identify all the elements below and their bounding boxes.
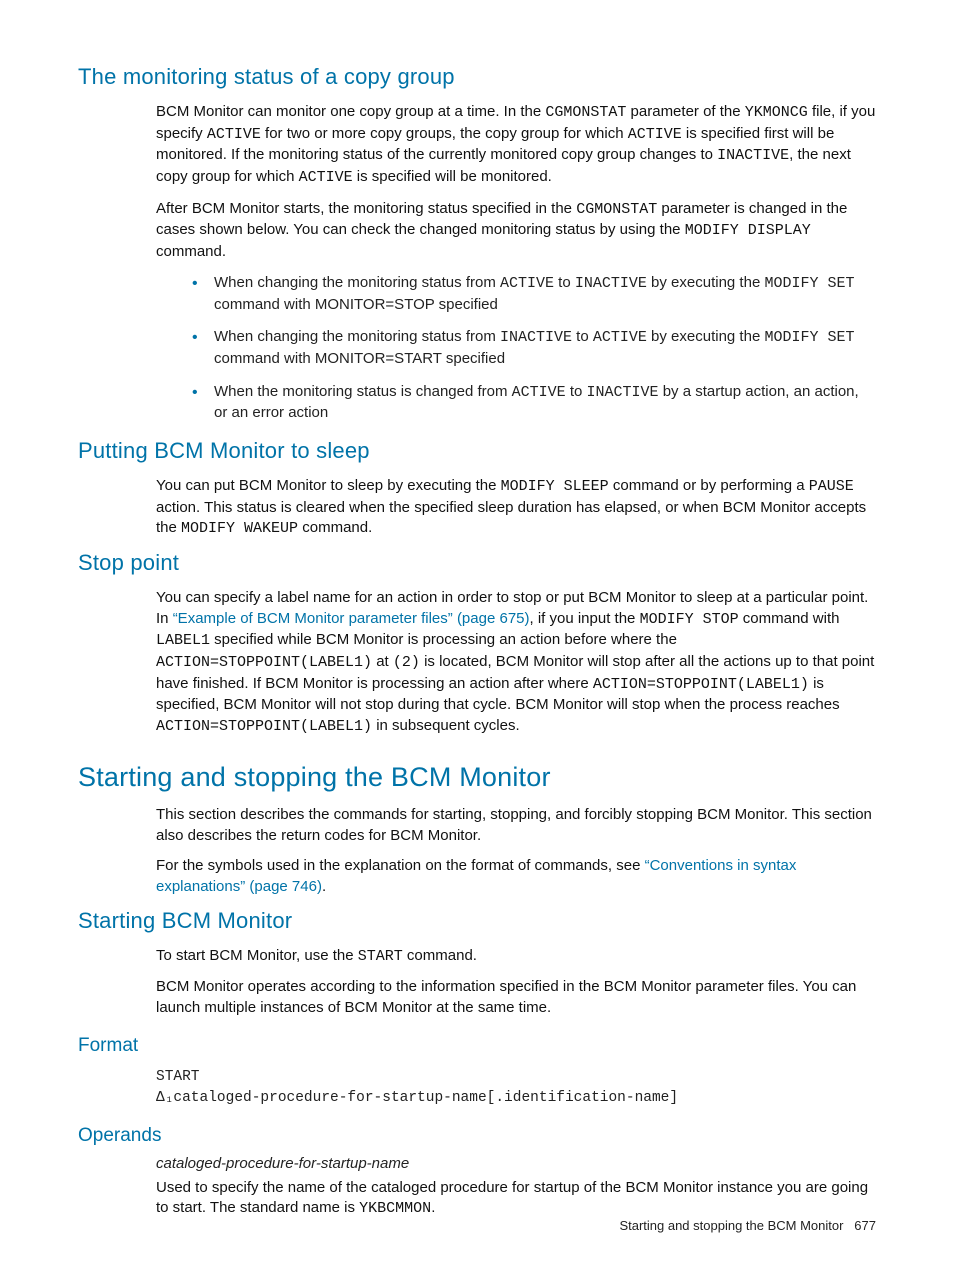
code-modify-set: MODIFY SET xyxy=(764,275,854,292)
code-action-stoppoint: ACTION=STOPPOINT(LABEL1) xyxy=(156,718,372,735)
code-cgmonstat: CGMONSTAT xyxy=(576,201,657,218)
text: To start BCM Monitor, use the xyxy=(156,947,358,964)
text: command. xyxy=(156,243,226,260)
block-operands: cataloged-procedure-for-startup-name Use… xyxy=(156,1155,876,1220)
code-modify-set: MODIFY SET xyxy=(764,329,854,346)
copy-group-p1: BCM Monitor can monitor one copy group a… xyxy=(156,102,876,189)
text: by executing the xyxy=(647,328,765,345)
text: , if you input the xyxy=(530,610,640,627)
text: at xyxy=(372,653,393,670)
code-ykbcmmon: YKBCMMON xyxy=(359,1200,431,1217)
start-stop-p2: For the symbols used in the explanation … xyxy=(156,856,876,897)
heading-format: Format xyxy=(78,1035,876,1057)
block-sleep: You can put BCM Monitor to sleep by exec… xyxy=(156,476,876,540)
text: When changing the monitoring status from xyxy=(214,328,500,345)
text: Used to specify the name of the cataloge… xyxy=(156,1179,868,1217)
link-example-param-files[interactable]: “Example of BCM Monitor parameter files”… xyxy=(173,610,530,627)
code-start: START xyxy=(358,948,403,965)
block-stop-point: You can specify a label name for an acti… xyxy=(156,588,876,738)
heading-sleep: Putting BCM Monitor to sleep xyxy=(78,438,876,464)
code-cgmonstat: CGMONSTAT xyxy=(545,104,626,121)
code-label1: LABEL1 xyxy=(156,632,210,649)
page-number: 677 xyxy=(854,1218,876,1233)
text: by executing the xyxy=(647,274,765,291)
text: When changing the monitoring status from xyxy=(214,274,500,291)
operand-term: cataloged-procedure-for-startup-name xyxy=(156,1155,876,1172)
text: command. xyxy=(298,519,372,536)
stop-point-p1: You can specify a label name for an acti… xyxy=(156,588,876,738)
sleep-p1: You can put BCM Monitor to sleep by exec… xyxy=(156,476,876,540)
text: is specified will be monitored. xyxy=(353,168,552,185)
copy-group-bullets: When changing the monitoring status from… xyxy=(192,273,876,424)
code-pause: PAUSE xyxy=(809,478,854,495)
text: BCM Monitor can monitor one copy group a… xyxy=(156,103,545,120)
list-item: When the monitoring status is changed fr… xyxy=(192,382,876,424)
text: to xyxy=(572,328,593,345)
text: . xyxy=(322,878,326,895)
code-action-stoppoint: ACTION=STOPPOINT(LABEL1) xyxy=(593,676,809,693)
text: parameter of the xyxy=(626,103,744,120)
code-modify-sleep: MODIFY SLEEP xyxy=(501,478,609,495)
text: command. xyxy=(403,947,477,964)
code-modify-display: MODIFY DISPLAY xyxy=(685,222,811,239)
code-active: ACTIVE xyxy=(207,126,261,143)
text: to xyxy=(566,383,587,400)
text: You can put BCM Monitor to sleep by exec… xyxy=(156,477,501,494)
text: For the symbols used in the explanation … xyxy=(156,857,645,874)
text: to xyxy=(554,274,575,291)
code-active: ACTIVE xyxy=(628,126,682,143)
text: command or by performing a xyxy=(609,477,809,494)
code-inactive: INACTIVE xyxy=(587,384,659,401)
text: command with xyxy=(739,610,840,627)
list-item: When changing the monitoring status from… xyxy=(192,273,876,315)
code-active: ACTIVE xyxy=(512,384,566,401)
code-block-start-format: START Δ₁cataloged-procedure-for-startup-… xyxy=(156,1067,876,1109)
page: The monitoring status of a copy group BC… xyxy=(0,0,954,1271)
heading-start-stop: Starting and stopping the BCM Monitor xyxy=(78,762,876,793)
code-inactive: INACTIVE xyxy=(717,147,789,164)
block-start-stop: This section describes the commands for … xyxy=(156,805,876,898)
code-inactive: INACTIVE xyxy=(500,329,572,346)
start-stop-p1: This section describes the commands for … xyxy=(156,805,876,846)
text: When the monitoring status is changed fr… xyxy=(214,383,512,400)
block-copy-group: BCM Monitor can monitor one copy group a… xyxy=(156,102,876,424)
code-active: ACTIVE xyxy=(593,329,647,346)
text: in subsequent cycles. xyxy=(372,717,520,734)
heading-stop-point: Stop point xyxy=(78,550,876,576)
code-action-stoppoint: ACTION=STOPPOINT(LABEL1) xyxy=(156,654,372,671)
heading-operands: Operands xyxy=(78,1125,876,1147)
text: command with MONITOR=STOP specified xyxy=(214,296,498,313)
heading-starting: Starting BCM Monitor xyxy=(78,908,876,934)
text: After BCM Monitor starts, the monitoring… xyxy=(156,200,576,217)
code-modify-wakeup: MODIFY WAKEUP xyxy=(181,520,298,537)
code-ykmoncg: YKMONCG xyxy=(745,104,808,121)
list-item: When changing the monitoring status from… xyxy=(192,327,876,369)
text: command with MONITOR=START specified xyxy=(214,350,505,367)
starting-p2: BCM Monitor operates according to the in… xyxy=(156,977,876,1018)
starting-p1: To start BCM Monitor, use the START comm… xyxy=(156,946,876,968)
code-modify-stop: MODIFY STOP xyxy=(640,611,739,628)
operands-p1: Used to specify the name of the cataloge… xyxy=(156,1178,876,1220)
text: for two or more copy groups, the copy gr… xyxy=(261,125,628,142)
code-active: ACTIVE xyxy=(500,275,554,292)
code-active: ACTIVE xyxy=(299,169,353,186)
page-footer: Starting and stopping the BCM Monitor 67… xyxy=(619,1218,876,1233)
footer-text: Starting and stopping the BCM Monitor xyxy=(619,1218,843,1233)
copy-group-p2: After BCM Monitor starts, the monitoring… xyxy=(156,199,876,263)
code-paren-2: (2) xyxy=(393,654,420,671)
text: specified while BCM Monitor is processin… xyxy=(210,631,677,648)
code-inactive: INACTIVE xyxy=(575,275,647,292)
heading-copy-group: The monitoring status of a copy group xyxy=(78,64,876,90)
text: . xyxy=(431,1199,435,1216)
block-format: START Δ₁cataloged-procedure-for-startup-… xyxy=(156,1067,876,1109)
block-starting: To start BCM Monitor, use the START comm… xyxy=(156,946,876,1019)
